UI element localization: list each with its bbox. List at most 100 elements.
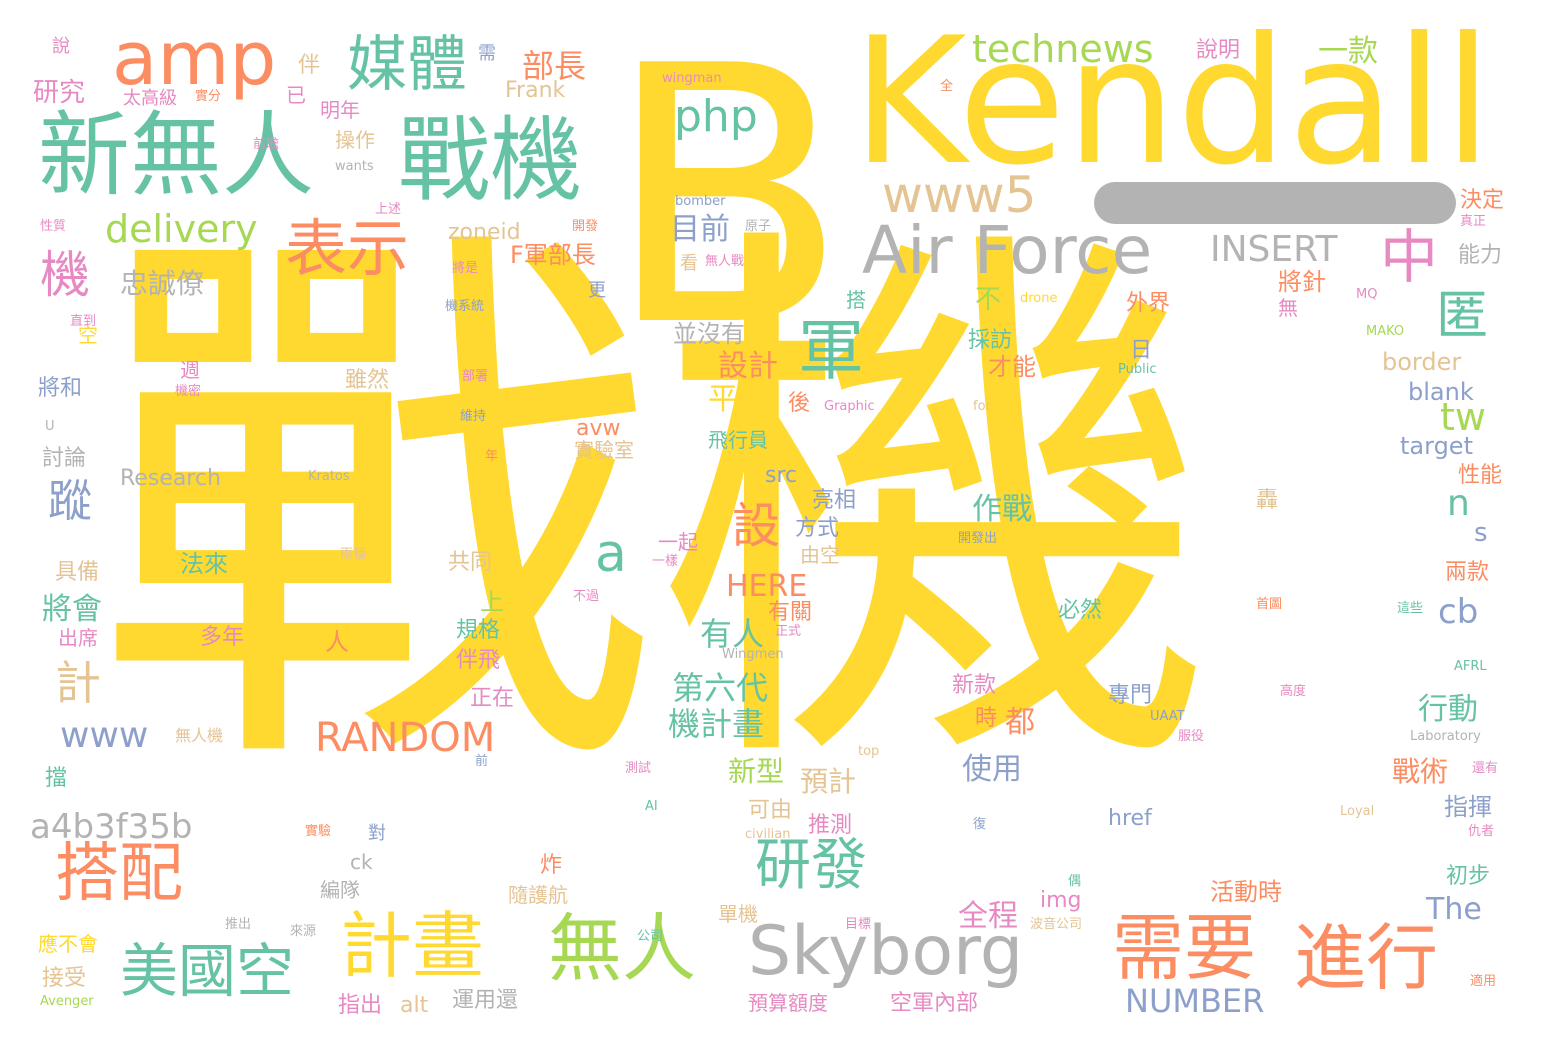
word-cjk-58: 作戰 [972, 492, 1032, 527]
word-cjk-73: 性能 [1458, 463, 1503, 488]
word-cb-49: cb [1438, 592, 1479, 632]
word-cjk-128: 說 [52, 36, 70, 57]
word-cjk-147: 開發 [572, 219, 599, 234]
word-cjk-92: 多年 [200, 625, 245, 650]
word-frank-39: Frank [505, 78, 566, 103]
word-ai-169: AI [645, 799, 658, 814]
word-cjk-7: 需要 [1112, 906, 1257, 990]
word-cjk-57: 預計 [800, 765, 857, 798]
word-cjk-170: 實驗 [305, 824, 332, 839]
word-cjk-78: 太高級 [123, 88, 177, 109]
word-cjk-17: 軍 [798, 312, 864, 389]
word-cjk-18: 中 [1380, 223, 1439, 291]
word-cjk-198: 適用 [1470, 974, 1497, 989]
word-cjk-53: 第六代 [672, 669, 769, 707]
word-cjk-51: 設計 [718, 349, 778, 384]
word-src-83: src [765, 463, 798, 488]
word-cjk-77: 明年 [320, 98, 360, 122]
word-cjk-37: 說明 [1196, 38, 1241, 63]
word-wants-144: wants [335, 159, 374, 174]
word-cjk-188: 這些 [1397, 601, 1424, 616]
word-cjk-10: 計畫 [340, 904, 485, 988]
word-cjk-86: 由空 [800, 543, 840, 567]
word-cjk-149: 原子 [745, 219, 772, 234]
word-cjk-130: 已 [286, 83, 306, 107]
word-cjk-172: 推出 [225, 917, 252, 932]
word-cjk-143: 前瞻 [253, 137, 280, 152]
word-mq-184: MQ [1356, 287, 1378, 302]
word-cjk-164: 正式 [775, 624, 802, 639]
word-cjk-186: 真正 [1460, 214, 1487, 229]
word-cjk-123: 不 [975, 285, 1002, 315]
word-cjk-107: 編隊 [320, 878, 360, 902]
word-u-158: U [45, 419, 55, 434]
word-cjk-61: 戰術 [1392, 755, 1449, 788]
word-cjk-9: 無人 [548, 906, 696, 992]
word-cjk-98: 推測 [808, 813, 853, 838]
word-cjk-150: 無人戰 [705, 254, 745, 269]
word-cjk-84: 亮相 [812, 488, 857, 513]
word-avw-80: avw [576, 416, 621, 441]
word-cjk-69: 採訪 [968, 328, 1013, 353]
word-cjk-192: 服役 [1178, 729, 1205, 744]
word-cjk-166: 無人機 [175, 726, 224, 745]
word-cjk-163: 不過 [573, 589, 600, 604]
word-cjk-116: 接受 [42, 966, 87, 991]
word-kendall-2: Kendall [852, 1, 1493, 204]
word-cjk-89: 法來 [180, 550, 228, 578]
word-cjk-11: 美國空 [120, 937, 295, 1005]
word-cjk-13: 研發 [755, 833, 867, 898]
word-cjk-59: 使用 [962, 752, 1022, 787]
word-mako-185: MAKO [1366, 324, 1405, 339]
word-civilian-171: civilian [745, 827, 791, 842]
word-afrl-189: AFRL [1454, 659, 1487, 674]
word-cjk-195: 還有 [1472, 761, 1499, 776]
word-cjk-28: 設 [732, 498, 781, 554]
word-s-48: s [1474, 518, 1488, 548]
word-cjk-8: 進行 [1294, 916, 1439, 1000]
word-cjk-125: 後 [788, 391, 811, 416]
word-cjk-157: 年 [485, 449, 499, 464]
word-cjk-139: 週 [180, 358, 200, 382]
word-cjk-68: 外界 [1126, 291, 1171, 316]
word-cjk-156: 維持 [460, 409, 487, 424]
word-cjk-100: 新款 [952, 673, 997, 698]
word-cjk-96: 有關 [768, 600, 813, 625]
word-target-72: target [1400, 432, 1473, 460]
word-cjk-114: 預算額度 [748, 991, 828, 1015]
word-here-34: HERE [726, 569, 808, 604]
word-the-65: The [1426, 892, 1482, 927]
word-f-42: F軍部長 [510, 241, 596, 269]
word-delivery-22: delivery [105, 207, 258, 251]
word-cjk-67: 計 [55, 656, 101, 710]
word-avenger-179: Avenger [40, 994, 94, 1009]
word-cjk-102: 都 [1005, 705, 1035, 740]
word-cjk-162: 一樣 [652, 554, 679, 569]
word-cjk-152: 機系統 [445, 299, 485, 314]
word-cjk-35: 部長 [522, 47, 587, 85]
word-number-31: NUMBER [1125, 982, 1265, 1020]
word-cjk-174: 公司 [637, 929, 664, 944]
word-graphic-180: Graphic [824, 399, 875, 414]
word-cjk-137: 轟 [1256, 488, 1279, 513]
word-cjk-133: 看 [680, 253, 698, 274]
word-cjk-66: 將會 [42, 592, 102, 627]
word-cjk-55: 有人 [700, 615, 765, 653]
word-php-21: php [674, 91, 758, 142]
word-for-181: for [973, 399, 991, 414]
word-cjk-155: 部署 [462, 369, 489, 384]
word-cjk-88: 共同 [448, 550, 493, 575]
word-cjk-151: 將是 [452, 261, 479, 276]
word-cjk-3: 新無人 [38, 102, 315, 209]
word-cjk-94: 伴飛 [456, 648, 501, 673]
word-alt-112: alt [400, 993, 429, 1018]
word-research-79: Research [120, 466, 221, 491]
word-cjk-109: 隨護航 [508, 883, 568, 907]
word-cjk-4: 戰機 [398, 107, 583, 214]
word-cjk-175: 目標 [845, 917, 872, 932]
word-cjk-111: 指出 [338, 993, 383, 1018]
word-cjk-90: 具備 [55, 560, 100, 585]
word-cjk-118: 擋 [45, 766, 68, 791]
word-ck-106: ck [350, 850, 373, 874]
